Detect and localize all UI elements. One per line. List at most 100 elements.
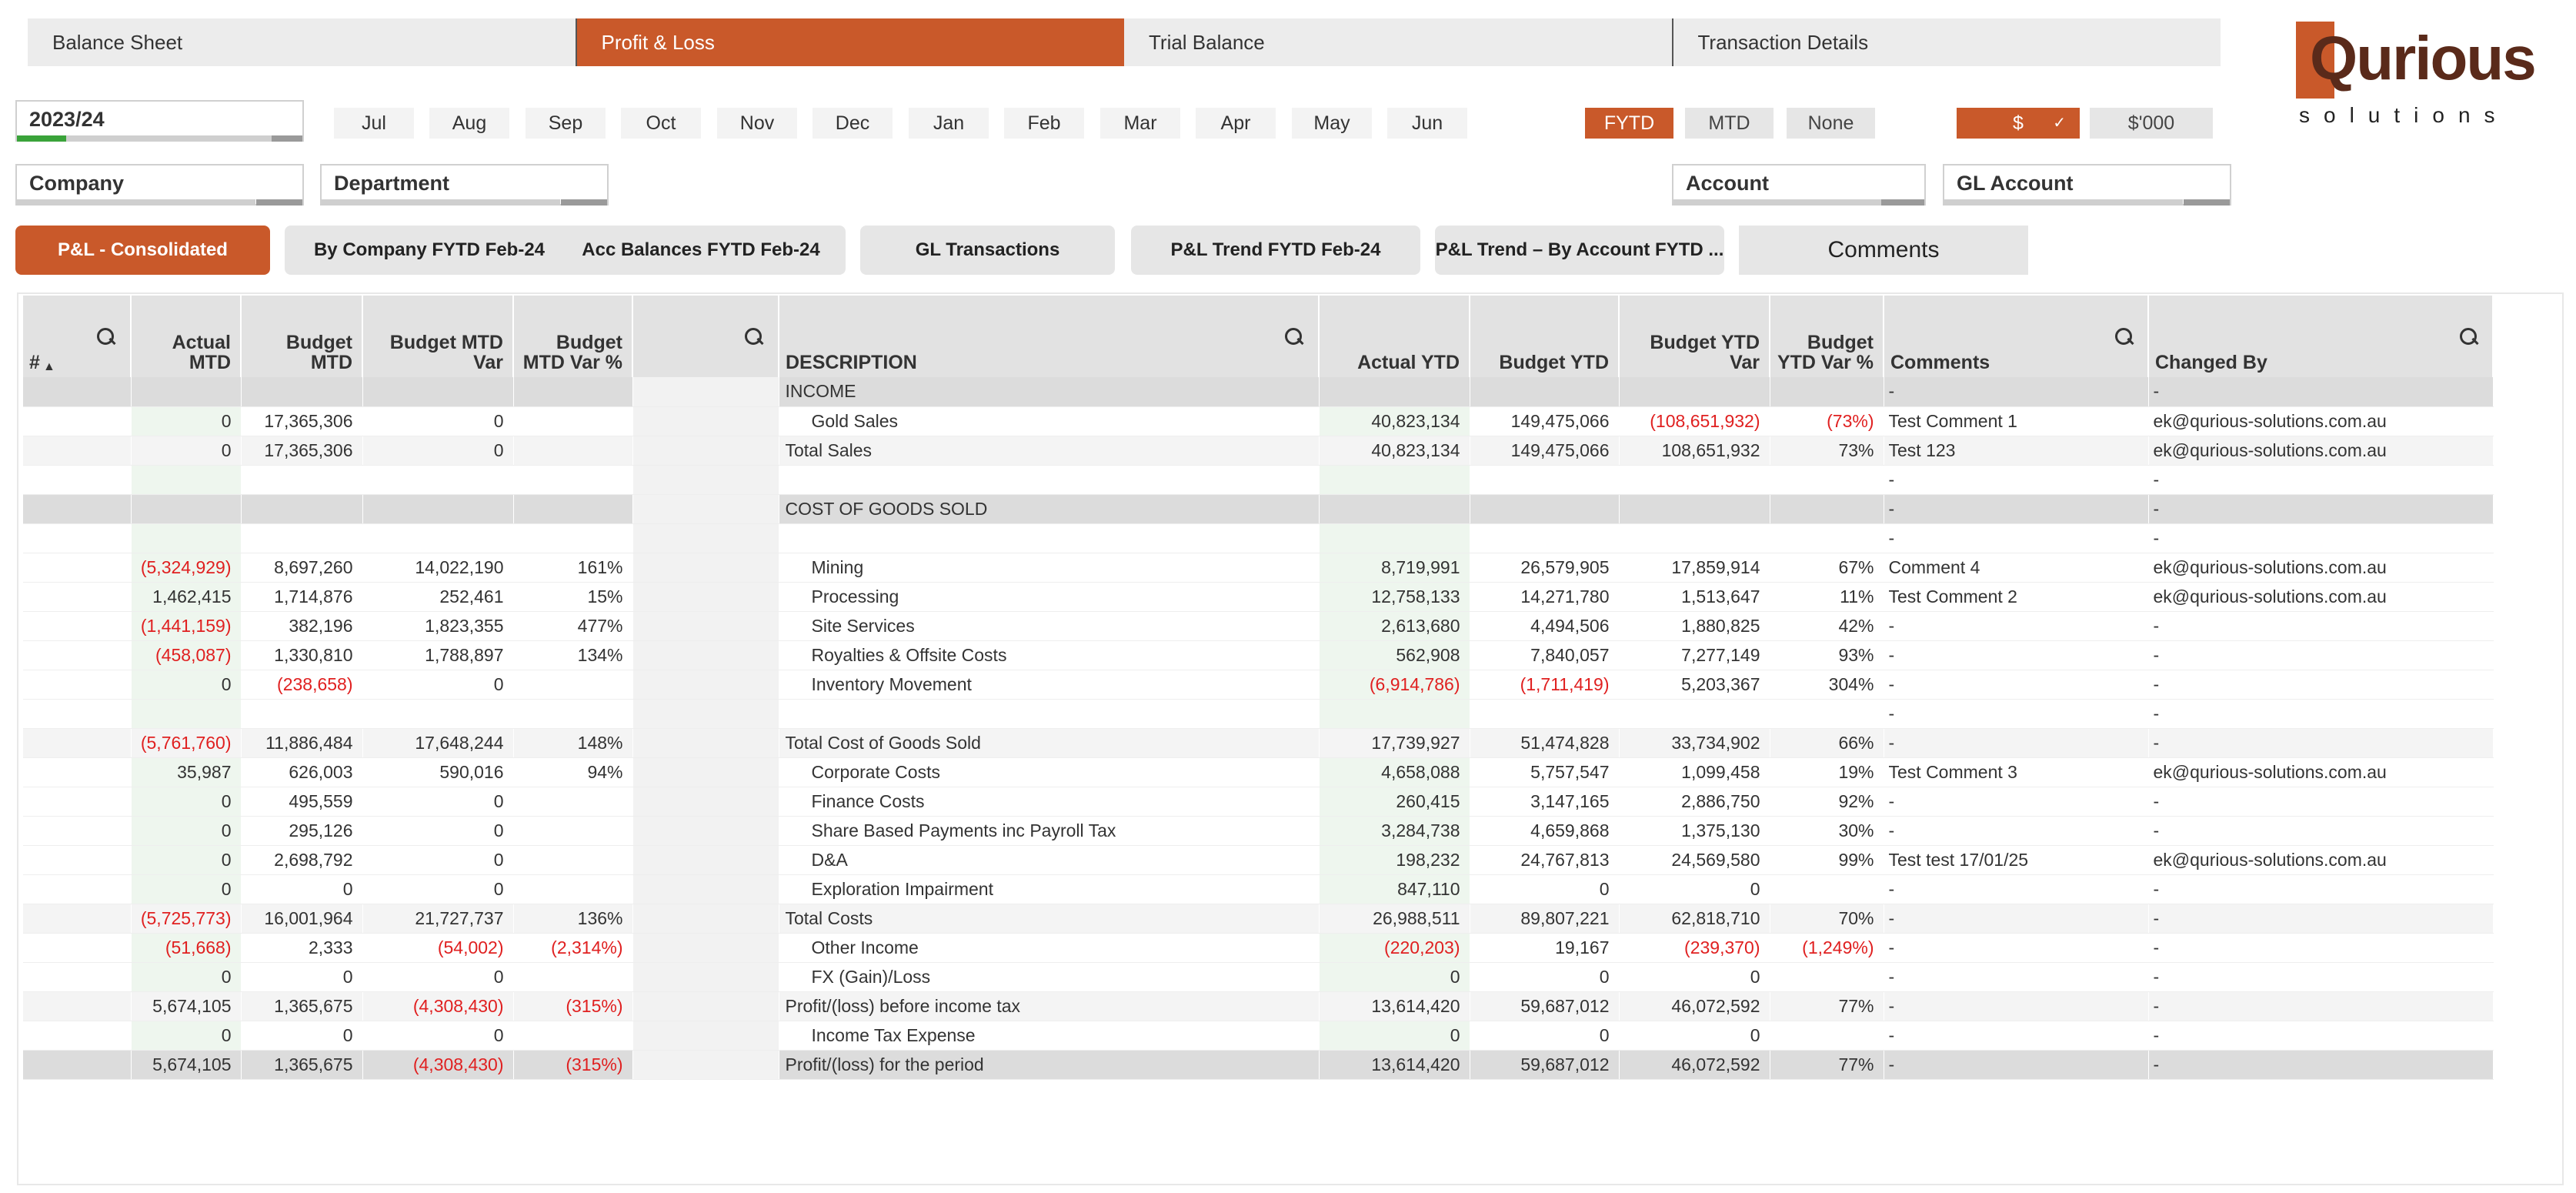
col-budget-ytd-var[interactable]: Budget YTD Var xyxy=(1619,296,1770,377)
btn-gl-transactions[interactable]: GL Transactions xyxy=(860,226,1115,275)
search-icon[interactable] xyxy=(1285,328,1303,346)
month-oct[interactable]: Oct xyxy=(621,108,701,139)
table-row[interactable]: 0 0 0 Exploration Impairment 847,110 0 0- - xyxy=(23,874,2494,904)
btn-acc-balances[interactable]: Acc Balances FYTD Feb-24 xyxy=(556,226,846,275)
cell-budget-mtd-var: 21,727,737 xyxy=(362,904,514,934)
account-label: Account xyxy=(1686,172,1769,195)
table-row[interactable]: -- xyxy=(23,699,2494,729)
year-selector[interactable]: 2023/24 xyxy=(15,100,304,142)
month-aug[interactable]: Aug xyxy=(429,108,509,139)
cell-budget-mtd-var-pct xyxy=(513,670,633,700)
row-number-cell xyxy=(23,874,132,904)
cell-budget-mtd xyxy=(241,494,363,524)
col-hash[interactable]: # ▲ xyxy=(23,296,132,377)
col-budget-mtd-var[interactable]: Budget MTD Var xyxy=(362,296,514,377)
cell-budget-ytd-var: 1,099,458 xyxy=(1619,757,1770,787)
cell-comment: - xyxy=(1884,816,2149,846)
table-row[interactable]: INCOME - - xyxy=(23,377,2494,407)
month-feb[interactable]: Feb xyxy=(1004,108,1084,139)
cell-budget-mtd-var-pct xyxy=(513,816,633,846)
cell-budget-mtd-var xyxy=(362,377,514,407)
col-budget-mtd-var-pct[interactable]: Budget MTD Var % xyxy=(513,296,633,377)
month-apr[interactable]: Apr xyxy=(1196,108,1276,139)
tab-profit-loss[interactable]: Profit & Loss xyxy=(576,18,1124,66)
col-comments[interactable]: Comments xyxy=(1884,296,2149,377)
cell-budget-ytd: (1,711,419) xyxy=(1470,670,1620,700)
row-number-cell xyxy=(23,670,132,700)
tab-trial-balance[interactable]: Trial Balance xyxy=(1124,18,1673,66)
gl-account-selector[interactable]: GL Account xyxy=(1943,164,2231,206)
col-actual-mtd[interactable]: Actual MTD xyxy=(131,296,242,377)
table-row[interactable]: (51,668) 2,333 (54,002) (2,314%) Other Incom… xyxy=(23,933,2494,963)
btn-pl-consolidated[interactable]: P&L - Consolidated xyxy=(15,226,270,275)
month-dec[interactable]: Dec xyxy=(813,108,893,139)
table-row[interactable]: 0 17,365,306 0 Total Sales 40,823,134 149,475… xyxy=(23,436,2494,466)
cell-budget-ytd: 59,687,012 xyxy=(1470,991,1620,1021)
cell-budget-mtd-var-pct: 477% xyxy=(513,611,633,641)
btn-pl-trend-by-account[interactable]: P&L Trend – By Account FYTD ... xyxy=(1435,226,1724,275)
search-icon[interactable] xyxy=(2115,328,2134,346)
table-row[interactable]: 0 2,698,792 0 D&A 198,232 24,767,813 24,569,58… xyxy=(23,845,2494,875)
table-row[interactable]: 5,674,105 1,365,675 (4,308,430) (315%) Profi… xyxy=(23,1050,2494,1080)
col-description[interactable]: DESCRIPTION xyxy=(779,296,1320,377)
department-selector[interactable]: Department xyxy=(320,164,609,206)
month-sep[interactable]: Sep xyxy=(526,108,606,139)
col-actual-ytd[interactable]: Actual YTD xyxy=(1319,296,1470,377)
table-row[interactable]: 1,462,415 1,714,876 252,461 15% Processing 12… xyxy=(23,582,2494,612)
cell-budget-mtd-var: 17,648,244 xyxy=(362,728,514,758)
btn-by-company[interactable]: By Company FYTD Feb-24 xyxy=(285,226,574,275)
btn-pl-trend[interactable]: P&L Trend FYTD Feb-24 xyxy=(1131,226,1420,275)
col-spacer[interactable] xyxy=(632,296,779,377)
month-jul[interactable]: Jul xyxy=(334,108,414,139)
table-row[interactable]: (5,761,760) 11,886,484 17,648,244 148% Total… xyxy=(23,728,2494,758)
col-budget-ytd-var-pct[interactable]: Budget YTD Var % xyxy=(1770,296,1884,377)
toggle-mtd[interactable]: MTD xyxy=(1685,108,1774,139)
table-row[interactable]: 0 17,365,306 0 Gold Sales 40,823,134 149,475,… xyxy=(23,406,2494,436)
table-row[interactable]: 0 0 0 FX (Gain)/Loss 0 0 0- - xyxy=(23,962,2494,992)
month-nov[interactable]: Nov xyxy=(717,108,797,139)
cell-actual-mtd: 0 xyxy=(131,845,242,875)
tab-transaction-details[interactable]: Transaction Details xyxy=(1697,31,1869,54)
account-selector[interactable]: Account xyxy=(1672,164,1926,206)
table-row[interactable]: 0 495,559 0 Finance Costs 260,415 3,147,165 2,… xyxy=(23,787,2494,817)
toggle-fytd[interactable]: FYTD xyxy=(1585,108,1673,139)
table-row[interactable]: 0 (238,658) 0 Inventory Movement (6,914,786)… xyxy=(23,670,2494,700)
table-row[interactable]: 0 295,126 0 Share Based Payments inc Payrol… xyxy=(23,816,2494,846)
currency-thousands[interactable]: $'000 xyxy=(2090,108,2213,139)
cell-budget-ytd-var-pct: 70% xyxy=(1770,904,1884,934)
cell-changed-by: ek@qurious-solutions.com.au xyxy=(2148,553,2494,583)
month-may[interactable]: May xyxy=(1292,108,1372,139)
search-icon[interactable] xyxy=(97,328,115,346)
col-budget-mtd[interactable]: Budget MTD xyxy=(241,296,363,377)
company-selector[interactable]: Company xyxy=(15,164,304,206)
table-row[interactable]: COST OF GOODS SOLD - - xyxy=(23,494,2494,524)
table-row[interactable]: -- xyxy=(23,465,2494,495)
currency-dollars[interactable]: $ ✓ xyxy=(1957,108,2080,139)
cell-comment: - xyxy=(1884,787,2149,817)
table-row[interactable]: -- xyxy=(23,523,2494,553)
table-row[interactable]: 5,674,105 1,365,675 (4,308,430) (315%) Profi… xyxy=(23,991,2494,1021)
cell-changed-by: - xyxy=(2148,816,2494,846)
btn-comments[interactable]: Comments xyxy=(1739,226,2028,275)
search-icon[interactable] xyxy=(2460,328,2478,346)
table-row[interactable]: 35,987 626,003 590,016 94% Corporate Costs 4,… xyxy=(23,757,2494,787)
table-row[interactable]: 0 0 0 Income Tax Expense 0 0 0- - xyxy=(23,1021,2494,1051)
cell-description: Exploration Impairment xyxy=(779,874,1320,904)
row-number-cell xyxy=(23,787,132,817)
table-row[interactable]: (5,725,773) 16,001,964 21,727,737 136% Total… xyxy=(23,904,2494,934)
col-changed-by[interactable]: Changed By xyxy=(2148,296,2494,377)
toggle-none[interactable]: None xyxy=(1787,108,1875,139)
col-budget-ytd[interactable]: Budget YTD xyxy=(1470,296,1620,377)
month-jan[interactable]: Jan xyxy=(909,108,989,139)
month-mar[interactable]: Mar xyxy=(1100,108,1180,139)
cell-actual-mtd: 0 xyxy=(131,406,242,436)
month-jun[interactable]: Jun xyxy=(1387,108,1467,139)
table-row[interactable]: (458,087) 1,330,810 1,788,897 134% Royalties… xyxy=(23,640,2494,670)
table-row[interactable]: (5,324,929) 8,697,260 14,022,190 161% Mining… xyxy=(23,553,2494,583)
tab-balance-sheet[interactable]: Balance Sheet xyxy=(28,18,577,66)
cell-budget-mtd: 16,001,964 xyxy=(241,904,363,934)
cell-budget-ytd-var-pct: (1,249%) xyxy=(1770,933,1884,963)
search-icon[interactable] xyxy=(745,328,763,346)
cell-budget-mtd: (238,658) xyxy=(241,670,363,700)
table-row[interactable]: (1,441,159) 382,196 1,823,355 477% Site Serv… xyxy=(23,611,2494,641)
